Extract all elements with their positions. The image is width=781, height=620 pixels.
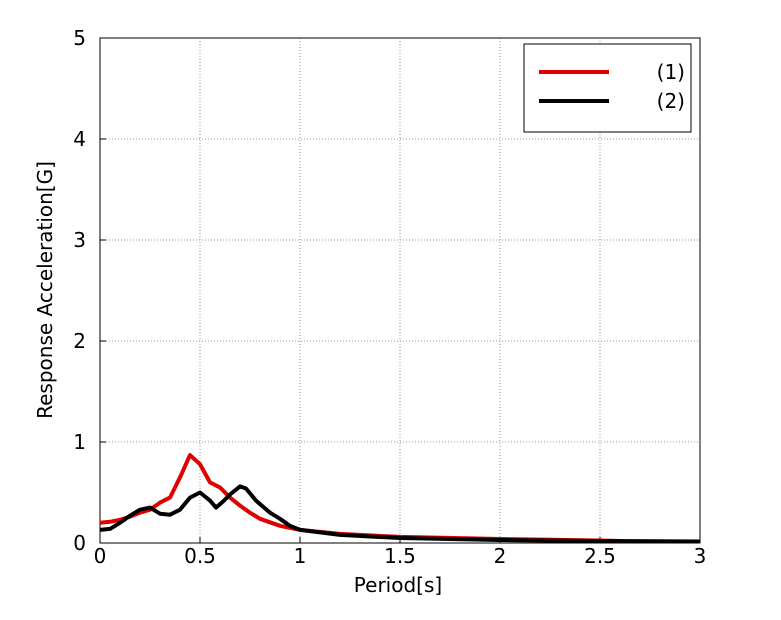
y-tick-label: 1 <box>73 430 86 454</box>
y-axis-label: Response Acceleration[G] <box>33 161 57 419</box>
y-tick-label: 0 <box>73 531 86 555</box>
x-tick-label: 1.5 <box>384 544 416 568</box>
y-tick-label: 2 <box>73 329 86 353</box>
legend-label: (2) <box>657 89 685 113</box>
x-tick-label: 0 <box>94 544 107 568</box>
x-tick-label: 0.5 <box>184 544 216 568</box>
plot-frame <box>99 37 701 544</box>
x-tick-label: 3 <box>694 544 707 568</box>
y-tick-label: 4 <box>73 127 86 151</box>
x-axis-label: Period[s] <box>354 573 442 597</box>
data-line <box>99 484 701 544</box>
y-tick-label: 3 <box>73 228 86 252</box>
x-tick-label: 1 <box>294 544 307 568</box>
legend-label: (1) <box>657 60 685 84</box>
y-tick-label: 5 <box>73 26 86 50</box>
legend-box <box>523 43 692 133</box>
x-tick-label: 2 <box>494 544 507 568</box>
x-tick-label: 2.5 <box>584 544 616 568</box>
